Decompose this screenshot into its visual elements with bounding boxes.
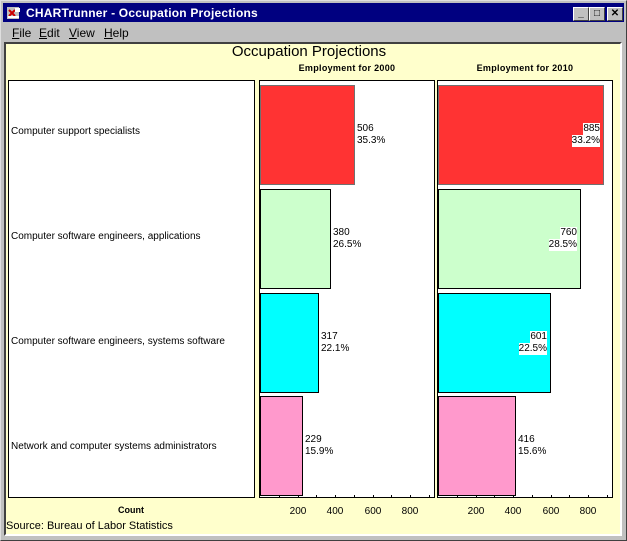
category-label: Computer support specialists — [11, 126, 140, 137]
x-tick — [279, 495, 280, 498]
x-tick — [607, 495, 608, 498]
x-tick-label: 600 — [542, 506, 560, 517]
data-label: 229 15.9% — [305, 434, 333, 458]
menu-view-label: iew — [76, 26, 95, 40]
menu-edit-mnemonic: E — [39, 26, 48, 40]
category-label: Network and computer systems administrat… — [11, 441, 217, 452]
data-label-percent: 15.9% — [305, 446, 334, 457]
menu-help-mnemonic: H — [104, 26, 113, 40]
data-label: 506 35.3% — [357, 123, 385, 147]
data-label-percent: 26.5% — [333, 239, 362, 250]
bar[interactable] — [438, 396, 516, 496]
menu-view[interactable]: View — [69, 26, 95, 40]
x-tick — [391, 495, 392, 498]
data-label-percent: 22.1% — [321, 343, 350, 354]
bar[interactable] — [260, 189, 331, 289]
data-label: 317 22.1% — [321, 331, 349, 355]
menu-help-label: elp — [112, 26, 129, 40]
x-tick-label: 200 — [467, 506, 485, 517]
chart-title: Occupation Projections — [231, 43, 387, 60]
chartrunner-app-icon — [6, 5, 22, 21]
x-tick — [494, 495, 495, 498]
title-bar[interactable]: CHARTrunner - Occupation Projections _ □… — [3, 3, 624, 22]
data-label: 760 28.5% — [519, 227, 577, 251]
x-tick — [551, 495, 552, 498]
category-label: Computer software engineers, systems sof… — [11, 336, 225, 347]
maximize-button[interactable]: □ — [589, 7, 605, 21]
x-tick — [316, 495, 317, 498]
x-tick — [588, 495, 589, 498]
data-label-value: 380 — [333, 227, 350, 238]
menu-view-mnemonic: V — [69, 26, 77, 40]
category-label: Computer software engineers, application… — [11, 231, 201, 242]
data-label-value: 885 — [583, 123, 600, 135]
x-tick — [354, 495, 355, 498]
x-tick — [476, 495, 477, 498]
panel-title-2000: Employment for 2000 — [298, 63, 396, 73]
data-label-percent: 22.5% — [518, 343, 547, 355]
x-axis-label: Count — [118, 505, 144, 515]
x-tick-label: 200 — [289, 506, 307, 517]
data-label: 885 33.2% — [542, 123, 600, 147]
menu-help[interactable]: Help — [104, 26, 129, 40]
x-tick — [457, 495, 458, 498]
data-label-value: 416 — [518, 434, 535, 445]
bar[interactable] — [260, 396, 303, 496]
data-label: 380 26.5% — [333, 227, 361, 251]
x-tick-label: 600 — [364, 506, 382, 517]
data-label-percent: 33.2% — [571, 135, 600, 147]
x-tick — [532, 495, 533, 498]
x-tick — [410, 495, 411, 498]
x-tick-label: 800 — [401, 506, 419, 517]
x-tick-label: 800 — [579, 506, 597, 517]
minimize-icon: _ — [578, 8, 584, 19]
data-label-percent: 35.3% — [357, 135, 386, 146]
x-tick — [298, 495, 299, 498]
panel-title-2010: Employment for 2010 — [476, 63, 574, 73]
bar[interactable] — [260, 85, 355, 185]
data-label-value: 760 — [560, 227, 577, 239]
x-tick-label: 400 — [504, 506, 522, 517]
menu-file-mnemonic: F — [12, 26, 20, 40]
x-tick-label: 400 — [326, 506, 344, 517]
x-tick — [513, 495, 514, 498]
data-label: 601 22.5% — [489, 331, 547, 355]
window-title: CHARTrunner - Occupation Projections — [26, 6, 258, 20]
x-tick — [569, 495, 570, 498]
menu-edit-label: dit — [47, 26, 60, 40]
source-note: Source: Bureau of Labor Statistics — [6, 520, 173, 532]
category-label-panel — [8, 80, 255, 498]
data-label-value: 317 — [321, 331, 338, 342]
x-tick — [373, 495, 374, 498]
close-icon: ✕ — [610, 8, 620, 19]
x-tick — [335, 495, 336, 498]
x-tick — [429, 495, 430, 498]
data-label-value: 601 — [530, 331, 547, 343]
close-button[interactable]: ✕ — [607, 7, 623, 21]
data-label-percent: 28.5% — [548, 239, 577, 251]
minimize-button[interactable]: _ — [573, 7, 589, 21]
data-label-value: 506 — [357, 123, 374, 134]
menu-edit[interactable]: Edit — [39, 26, 60, 40]
data-label: 416 15.6% — [518, 434, 546, 458]
menu-file-label: ile — [19, 26, 32, 40]
menu-bar: File Edit View Help — [3, 23, 624, 41]
menu-file[interactable]: File — [12, 26, 31, 40]
bar[interactable] — [260, 293, 319, 393]
maximize-icon: □ — [593, 8, 601, 19]
data-label-percent: 15.6% — [518, 446, 547, 457]
data-label-value: 229 — [305, 434, 322, 445]
